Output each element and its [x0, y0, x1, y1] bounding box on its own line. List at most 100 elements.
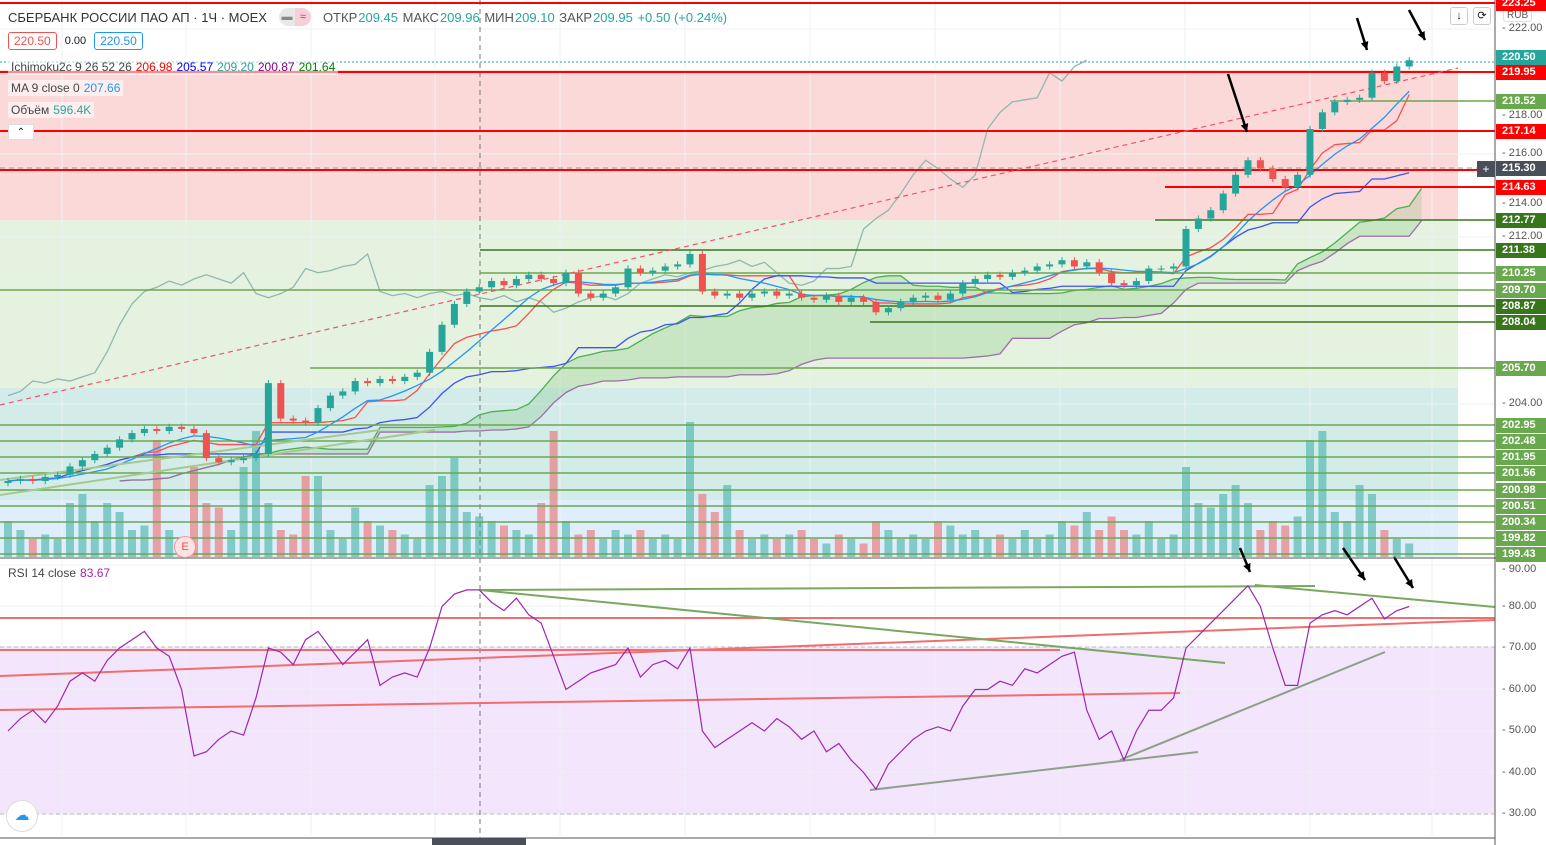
volume-bar [859, 543, 868, 557]
candle-body [996, 274, 1004, 277]
tradingview-logo-icon[interactable]: ☁ [6, 800, 38, 832]
trend-lines[interactable] [0, 67, 1459, 496]
volume-bar [1095, 530, 1104, 557]
rsi-trend-line-green [1254, 584, 1496, 608]
level-price-tag: 199.43 [1496, 547, 1546, 562]
level-price-tag: 205.70 [1496, 361, 1546, 376]
volume-bar [1343, 521, 1352, 557]
candle-body [810, 297, 818, 300]
candle-body [1132, 281, 1140, 286]
reset-scale-button[interactable]: ⟳ [1473, 7, 1491, 25]
volume-bar [202, 503, 211, 557]
sell-button[interactable]: 220.50 [8, 32, 57, 50]
candle-body [636, 268, 644, 273]
volume-bar [1169, 534, 1178, 557]
rsi-tick-label: - 90.00 [1502, 563, 1537, 575]
candle-body [574, 272, 582, 294]
candle-body [1145, 268, 1153, 282]
candle-body [339, 391, 347, 396]
volume-bar [636, 530, 645, 557]
rsi-legend[interactable]: RSI 14 close 83.67 [8, 566, 111, 580]
rsi-tick-label: - 50.00 [1502, 724, 1537, 736]
candle-body [1182, 228, 1190, 267]
candle-body [388, 378, 396, 382]
volume-bar [971, 530, 980, 557]
volume-bar [28, 539, 37, 557]
candlesticks [4, 57, 1413, 487]
rsi-trend-line-green [479, 589, 1226, 664]
candle-body [264, 383, 272, 454]
candle-body [500, 281, 508, 286]
candle-body [413, 372, 421, 377]
volume-bar [264, 503, 273, 557]
volume-bar [748, 539, 756, 557]
senkou-span-a [119, 187, 1423, 482]
volume-bar [115, 512, 124, 557]
arrow-head-icon [1243, 563, 1251, 572]
volume-bar [462, 512, 471, 557]
volume-bar [140, 525, 149, 557]
horizontal-levels[interactable] [0, 2, 1495, 555]
annotation-arrows[interactable] [1226, 9, 1427, 589]
level-price-tag: 223.25 [1496, 0, 1546, 11]
candle-body [612, 287, 620, 294]
candle-body [748, 293, 756, 298]
volume-bar [1045, 534, 1054, 557]
add-alert-icon[interactable]: + [1477, 161, 1495, 177]
volume-bar [723, 485, 732, 557]
price-tick-label: - 218.00 [1502, 109, 1543, 121]
candle-body [1207, 210, 1215, 219]
level-price-tag: 201.56 [1496, 466, 1546, 481]
scroll-to-latest-button[interactable]: ↓ [1450, 7, 1468, 25]
candle-body [54, 474, 62, 477]
candle-body [1108, 272, 1116, 284]
candle-body [1058, 260, 1066, 265]
volume-bar [661, 534, 670, 557]
volume-bar [252, 431, 260, 557]
candle-body [1343, 99, 1351, 102]
candle-body [153, 428, 161, 432]
candle-body [277, 383, 285, 419]
buy-button[interactable]: 220.50 [94, 32, 143, 50]
volume-bar [1020, 530, 1029, 557]
rsi-tick-label: - 80.00 [1502, 599, 1537, 612]
volume-bar [1107, 516, 1116, 557]
symbol-title[interactable]: СБЕРБАНК РОССИИ ПАО АП · 1Ч · MOEX [8, 9, 267, 25]
volume-bar [314, 476, 322, 557]
candle-body [798, 293, 806, 298]
visibility-toggle[interactable]: ▬ ≈ [278, 8, 311, 26]
candle-body [1219, 193, 1227, 211]
volume-bar [301, 476, 310, 557]
volume-bar [909, 534, 918, 557]
collapse-legend-button[interactable]: ⌃ [8, 124, 34, 140]
volume-bar [1157, 539, 1166, 557]
candle-body [674, 264, 682, 267]
candle-body [351, 381, 359, 392]
ma-legend[interactable]: MA 9 close 0 207.66 [8, 80, 124, 96]
volume-bar [326, 530, 335, 557]
price-tick-label: - 222.00 [1502, 22, 1543, 34]
candle-body [302, 420, 310, 423]
volume-bar [1070, 525, 1079, 557]
candle-body [1294, 174, 1302, 188]
volume-legend[interactable]: Объём 596.4K [8, 102, 95, 118]
candle-body [364, 381, 372, 384]
volume-bar [239, 467, 248, 557]
volume-bar [90, 521, 99, 557]
level-price-tag: 202.48 [1496, 434, 1546, 449]
volume-bar [1256, 530, 1265, 557]
candle-body [1095, 262, 1103, 273]
volume-bar [66, 503, 74, 557]
candle-body [1033, 266, 1041, 271]
volume-bar [1132, 534, 1141, 557]
volume-bar [1194, 503, 1203, 557]
ichimoku-legend[interactable]: Ichimoku2c 9 26 52 26 206.98 205.57 209.… [8, 59, 339, 75]
rsi-trend-line-gray [869, 751, 1199, 791]
candle-body [959, 283, 967, 294]
volume-bar [574, 534, 583, 557]
earnings-event-icon[interactable]: E [174, 536, 196, 558]
volume-bar [934, 521, 942, 557]
candle-body [1008, 272, 1016, 277]
